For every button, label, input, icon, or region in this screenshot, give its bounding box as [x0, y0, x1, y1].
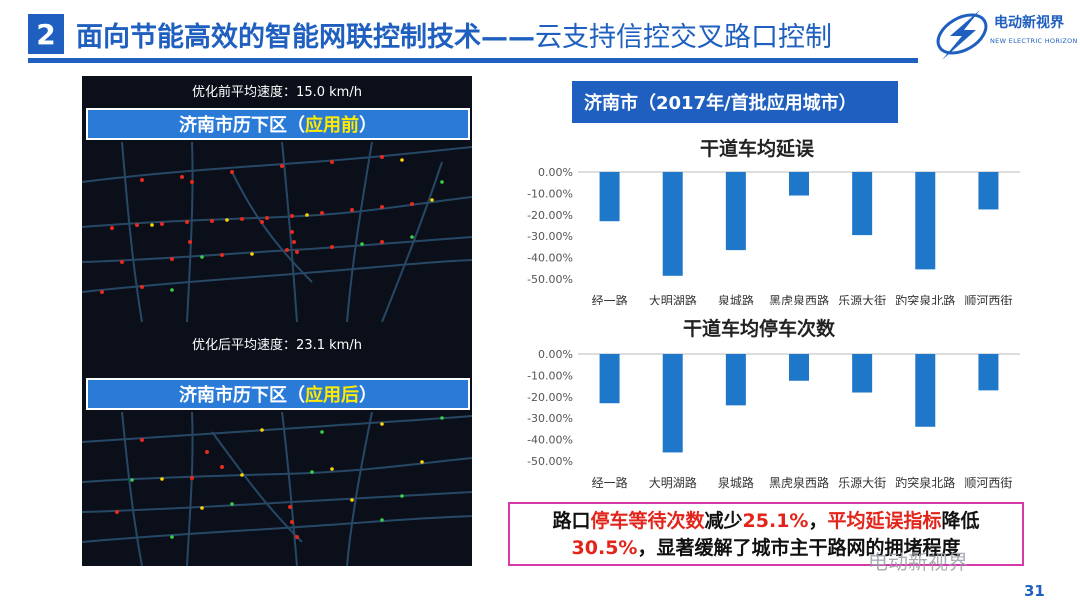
bar — [662, 172, 683, 276]
before-tag-highlight: 应用前 — [305, 115, 359, 136]
bar — [599, 172, 620, 222]
bar — [915, 354, 936, 427]
note-part-7: 降低 — [941, 510, 980, 532]
chart2-title: 干道车均停车次数 — [683, 314, 836, 341]
x-tick-label: 黑虎泉西路 — [769, 293, 829, 305]
x-tick-label: 经一路 — [592, 293, 628, 305]
note-value-1: 25.1% — [742, 510, 809, 532]
after-tag-highlight: 应用后 — [305, 385, 359, 406]
note-part-3: 减少 — [704, 510, 743, 532]
logo-icon — [936, 10, 988, 60]
x-tick-label: 乐源大街 — [838, 476, 886, 490]
summary-note: 路口停车等待次数减少25.1%，平均延误指标降低 30.5%，显著缓解了城市主干路… — [508, 502, 1024, 566]
x-tick-label: 黑虎泉西路 — [769, 475, 829, 490]
logo-subtext: NEW ELECTRIC HORIZON — [990, 37, 1078, 45]
title-light: 云支持信控交叉路口控制 — [535, 21, 832, 53]
y-tick-label: -50.00% — [527, 273, 573, 286]
x-tick-label: 顺河西街 — [964, 294, 1012, 305]
x-tick-label: 经一路 — [592, 475, 628, 490]
note-part-1: 路口 — [552, 510, 591, 532]
y-tick-label: -50.00% — [527, 455, 573, 468]
bar — [599, 354, 620, 404]
watermark: 电动新视界 — [868, 550, 968, 574]
y-tick-label: -30.00% — [527, 412, 573, 425]
y-tick-label: 0.00% — [538, 166, 573, 179]
delay-bar-chart: 0.00% -10.00% -20.00% -30.00% -40.00% -50.00%… — [527, 166, 1020, 305]
after-traffic-map — [82, 412, 472, 566]
y-tick-label: -40.00% — [527, 434, 573, 447]
x-tick-label: 乐源大街 — [838, 294, 886, 305]
note-highlight-1: 停车等待次数 — [590, 510, 705, 532]
x-tick-label: 泉城路 — [718, 475, 754, 490]
note-value-2: 30.5% — [571, 537, 638, 559]
note-part-5: ， — [808, 510, 828, 532]
after-tag-suffix: ） — [359, 385, 377, 406]
before-tag-prefix: 济南市历下区（ — [179, 115, 305, 136]
x-tick-label: 大明湖路 — [649, 293, 697, 305]
x-tick-label: 趵突泉北路 — [895, 293, 955, 305]
y-tick-label: -20.00% — [527, 391, 573, 404]
y-tick-label: -40.00% — [527, 252, 573, 265]
before-speed-label: 优化前平均速度：15.0 km/h — [192, 85, 362, 100]
logo-text: 电动新视界 — [994, 15, 1064, 31]
before-tag-suffix: ） — [359, 115, 377, 136]
note-highlight-2: 平均延误指标 — [827, 510, 942, 532]
bar — [725, 172, 746, 251]
slide-title: 面向节能高效的智能网联控制技术—— 云支持信控交叉路口控制 — [76, 14, 832, 54]
bar — [852, 354, 873, 393]
x-tick-label: 趵突泉北路 — [895, 475, 955, 490]
chart1-title: 干道车均延误 — [700, 134, 815, 161]
bar — [978, 354, 999, 391]
before-map-tag: 济南市历下区（ 应用前） — [86, 108, 470, 140]
bar — [725, 354, 746, 406]
bar — [789, 172, 809, 196]
city-label: 济南市（2017年/首批应用城市） — [572, 81, 898, 123]
y-tick-label: -30.00% — [527, 230, 573, 243]
x-tick-label: 顺河西街 — [964, 476, 1012, 490]
y-tick-label: -10.00% — [527, 187, 573, 200]
note-part-9: ，显著缓解了城市主干路网的拥堵程度 — [637, 537, 961, 559]
bar — [915, 172, 936, 270]
after-map-tag: 济南市历下区（ 应用后） — [86, 378, 470, 410]
after-tag-prefix: 济南市历下区（ — [179, 385, 305, 406]
title-bold: 面向节能高效的智能网联控制技术—— — [76, 21, 535, 53]
traffic-map-panel: 优化前平均速度：15.0 km/h 济南市历下区（ 应用前） — [82, 76, 472, 566]
stops-bar-chart: 0.00% -10.00% -20.00% -30.00% -40.00% -50.00%… — [527, 348, 1020, 490]
after-speed-label: 优化后平均速度：23.1 km/h — [192, 338, 362, 353]
before-traffic-map — [82, 142, 472, 322]
bar — [789, 354, 809, 381]
y-tick-label: -20.00% — [527, 209, 573, 222]
page-number: 31 — [1024, 582, 1045, 600]
y-tick-label: 0.00% — [538, 348, 573, 361]
y-tick-label: -10.00% — [527, 369, 573, 382]
bar — [978, 172, 999, 210]
bar — [662, 354, 683, 453]
bar — [852, 172, 873, 236]
x-tick-label: 大明湖路 — [649, 475, 697, 490]
header-rule — [28, 58, 918, 63]
section-number: 2 — [28, 14, 64, 54]
x-tick-label: 泉城路 — [718, 293, 754, 305]
slide-header: 2 面向节能高效的智能网联控制技术—— 云支持信控交叉路口控制 电动新视界 NE… — [0, 0, 1080, 70]
